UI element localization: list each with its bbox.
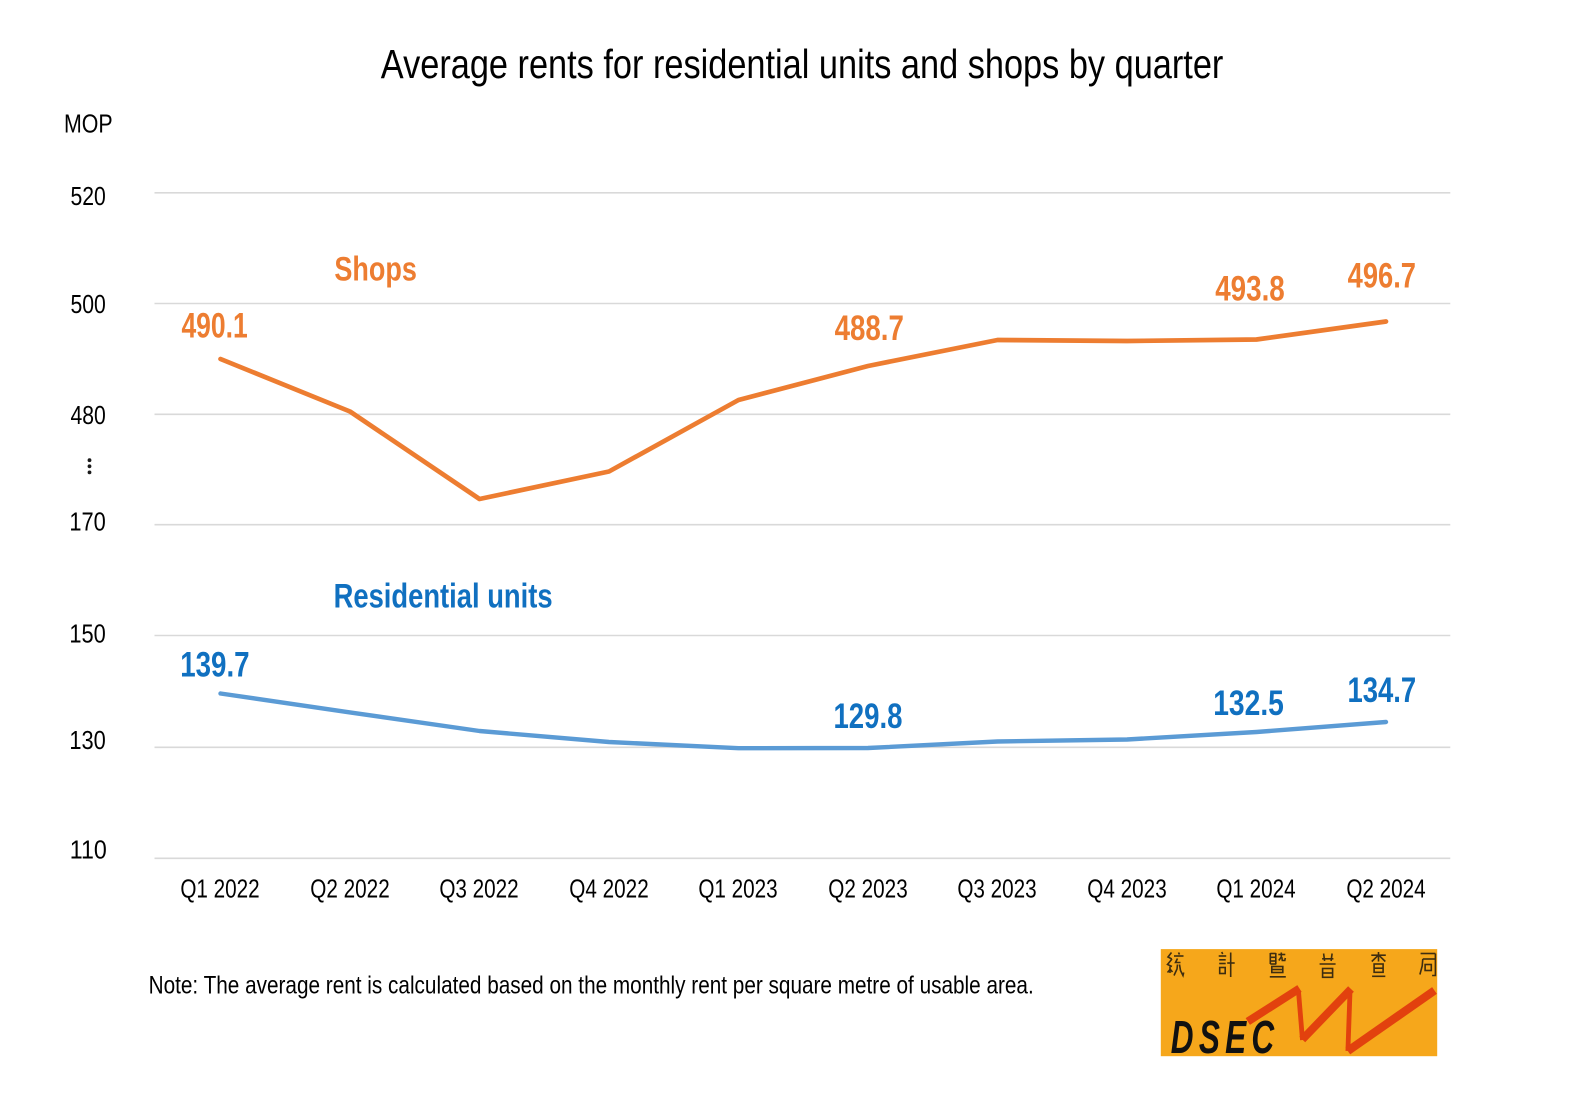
svg-text:Q3 2023: Q3 2023	[957, 875, 1036, 904]
svg-text:496.7: 496.7	[1348, 255, 1416, 295]
svg-text:Note: The average rent is calc: Note: The average rent is calculated bas…	[149, 971, 1034, 999]
svg-text:139.7: 139.7	[180, 644, 249, 684]
svg-text:520: 520	[70, 182, 105, 212]
svg-text:Q1 2022: Q1 2022	[180, 875, 259, 904]
svg-text:Q2 2024: Q2 2024	[1346, 875, 1425, 904]
svg-text:Average rents for residential: Average rents for residential units and …	[381, 42, 1224, 88]
svg-text:Q4 2022: Q4 2022	[569, 875, 648, 904]
svg-text:480: 480	[71, 401, 106, 431]
svg-text:134.7: 134.7	[1347, 670, 1416, 710]
svg-text:Q2 2022: Q2 2022	[310, 875, 389, 904]
svg-text:129.8: 129.8	[833, 696, 902, 736]
svg-text:Residential units: Residential units	[334, 577, 553, 616]
svg-text:Q1 2023: Q1 2023	[698, 875, 777, 904]
svg-text:132.5: 132.5	[1213, 683, 1284, 723]
svg-text:490.1: 490.1	[181, 306, 247, 346]
svg-text:MOP: MOP	[64, 110, 113, 140]
svg-text:170: 170	[69, 508, 105, 537]
svg-text:Shops: Shops	[334, 249, 416, 288]
svg-text:110: 110	[70, 836, 107, 865]
svg-text:Q3 2022: Q3 2022	[439, 875, 518, 904]
svg-text:493.8: 493.8	[1215, 268, 1285, 308]
svg-text:Q2 2023: Q2 2023	[828, 875, 907, 904]
svg-text:488.7: 488.7	[835, 308, 904, 348]
svg-text:Q1 2024: Q1 2024	[1216, 875, 1295, 904]
svg-text:130: 130	[69, 726, 105, 755]
svg-text:500: 500	[70, 290, 105, 320]
svg-text:150: 150	[69, 620, 105, 649]
svg-text:DSEC: DSEC	[1171, 1012, 1280, 1064]
svg-text:Q4 2023: Q4 2023	[1087, 875, 1166, 904]
